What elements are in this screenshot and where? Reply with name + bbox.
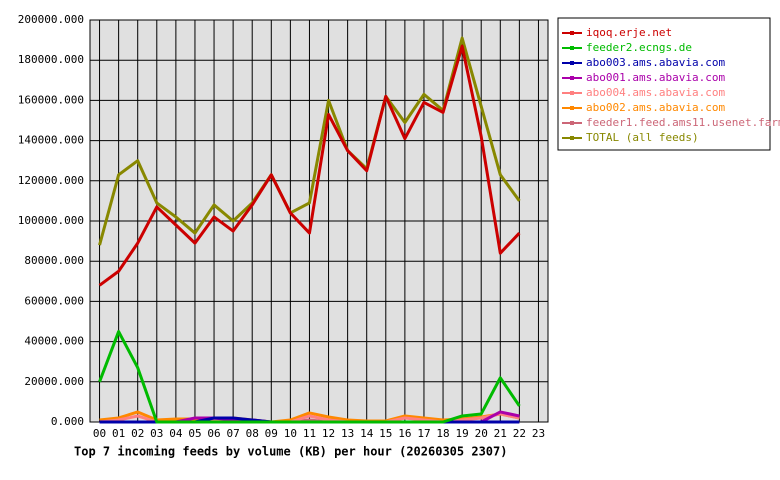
legend-marker [570,61,574,65]
legend-label: abo002.ams.abavia.com [586,101,725,114]
x-tick-label: 07 [227,427,240,440]
x-tick-label: 19 [456,427,469,440]
y-tick-label: 0.000 [51,415,84,428]
x-tick-label: 20 [475,427,488,440]
series-line [98,330,521,424]
legend-label: abo003.ams.abavia.com [586,56,725,69]
legend-label: TOTAL (all feeds) [586,131,699,144]
legend-marker [570,46,574,50]
x-tick-label: 03 [150,427,163,440]
y-tick-label: 80000.000 [24,254,84,267]
legend-marker [570,106,574,110]
legend-label: abo001.ams.abavia.com [586,71,725,84]
legend-marker [570,76,574,80]
y-tick-label: 40000.000 [24,335,84,348]
y-tick-label: 140000.000 [18,134,84,147]
x-tick-label: 17 [417,427,430,440]
y-tick-label: 20000.000 [24,375,84,388]
legend-label: abo004.ams.abavia.com [586,86,725,99]
x-tick-label: 00 [93,427,106,440]
x-tick-label: 05 [188,427,201,440]
x-tick-label: 18 [436,427,449,440]
legend [557,17,771,151]
legend-marker [570,136,574,140]
legend-marker [570,91,574,95]
x-tick-label: 08 [246,427,259,440]
x-tick-label: 01 [112,427,125,440]
y-tick-label: 200000.000 [18,13,84,26]
x-tick-label: 15 [379,427,392,440]
y-tick-label: 180000.000 [18,53,84,66]
chart-title: Top 7 incoming feeds by volume (KB) per … [74,445,507,459]
x-tick-label: 09 [265,427,278,440]
legend-label: feeder1.feed.ams11.usenet.farm [586,116,780,129]
x-tick-label: 14 [360,427,374,440]
legend-label: feeder2.ecngs.de [586,41,692,54]
x-tick-label: 16 [398,427,411,440]
y-tick-label: 60000.000 [24,294,84,307]
series-line [98,44,521,287]
legend-marker [570,31,574,35]
x-tick-label: 02 [131,427,144,440]
x-tick-label: 06 [207,427,220,440]
x-tick-label: 04 [169,427,183,440]
legend-marker [570,121,574,125]
x-tick-label: 23 [532,427,545,440]
x-tick-label: 12 [322,427,335,440]
x-tick-label: 21 [494,427,507,440]
x-tick-label: 13 [341,427,354,440]
y-tick-label: 100000.000 [18,214,84,227]
legend-label: iqoq.erje.net [586,26,672,39]
x-tick-label: 22 [513,427,526,440]
y-tick-label: 160000.000 [18,93,84,106]
y-tick-label: 120000.000 [18,174,84,187]
x-tick-label: 11 [303,427,316,440]
x-tick-label: 10 [284,427,297,440]
